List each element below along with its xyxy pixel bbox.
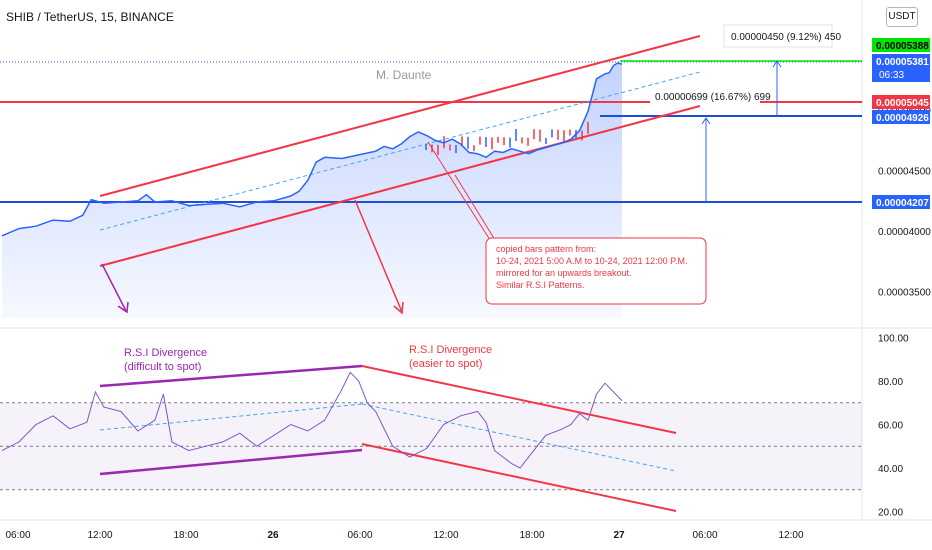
time-axis: 06:00 12:00 18:00 26 06:00 12:00 18:00 27 06:00 1… <box>5 530 803 541</box>
time-tick-label: 06:00 <box>5 530 30 541</box>
rsi-tick-label: 80.00 <box>878 377 903 388</box>
price-tick-label: 0.00004000 <box>878 227 931 238</box>
purple-arrow-down[interactable] <box>101 263 127 312</box>
price-badge-blue-2: 0.00004207 <box>872 195 930 209</box>
rsi-div-1-sublabel: (difficult to spot) <box>124 361 201 373</box>
measure-2-box <box>650 87 760 105</box>
price-badge-blue-2-text: 0.00004207 <box>876 198 929 209</box>
purple-arrow-head <box>117 301 129 314</box>
measure-1-box <box>723 24 833 48</box>
channel-mid-dashed-line[interactable] <box>99 71 701 231</box>
rsi-tick-label: 20.00 <box>878 507 903 518</box>
time-tick-label: 12:00 <box>433 530 458 541</box>
red-arrow-head <box>393 301 404 315</box>
note-box[interactable] <box>485 237 707 305</box>
time-tick-label: 06:00 <box>347 530 372 541</box>
note-line-1: copied bars pattern from: <box>496 244 596 254</box>
price-badge-countdown: 06:33 <box>879 70 904 81</box>
rsi-tick-label: 40.00 <box>878 464 903 475</box>
price-badge-last-text: 0.00005381 <box>876 57 929 68</box>
channel-lower-line[interactable] <box>99 105 701 267</box>
rsi-tick-label: 100.00 <box>878 334 909 345</box>
price-badge-last: 0.00005381 06:33 <box>872 54 930 82</box>
rsi-div-2-label: R.S.I Divergence <box>409 344 492 356</box>
price-line <box>1 62 623 237</box>
price-badge-red-text: 0.00005045 <box>876 98 929 109</box>
rsi-line <box>1 371 623 469</box>
chart-title: SHIB / TetherUS, 15, BINANCE <box>6 10 174 24</box>
price-area-fill <box>2 63 622 318</box>
rsi-div-1-upper[interactable] <box>99 364 363 388</box>
rsi-div-1-label: R.S.I Divergence <box>124 347 207 359</box>
measure-1-label: 0.00000450 (9.12%) 450 <box>731 32 842 43</box>
time-tick-label: 18:00 <box>173 530 198 541</box>
time-tick-label: 18:00 <box>519 530 544 541</box>
time-tick-label: 12:00 <box>778 530 803 541</box>
note-line-4: Similar R.S.I Patterns. <box>496 280 585 290</box>
rsi-div-2-mid[interactable] <box>361 403 677 472</box>
rsi-div-1-mid[interactable] <box>99 403 363 431</box>
price-badge-blue-1: 0.00004926 <box>872 110 930 124</box>
time-tick-label: 27 <box>613 530 625 541</box>
price-badge-green: 0.00005388 <box>872 38 930 52</box>
measure-arrow-2-head <box>701 117 711 125</box>
price-tick-label: 0.00004500 <box>878 167 931 178</box>
rsi-div-2-sublabel: (easier to spot) <box>409 358 482 370</box>
measure-2-label: 0.00000699 (16.67%) 699 <box>655 92 771 103</box>
note-pointer-1 <box>427 141 491 241</box>
channel-upper-line[interactable] <box>99 35 701 197</box>
rsi-div-2-upper[interactable] <box>361 365 677 434</box>
time-tick-label: 06:00 <box>692 530 717 541</box>
red-arrow-down[interactable] <box>354 199 403 313</box>
measure-arrow-1-head <box>772 60 782 68</box>
note-pointer-2 <box>454 174 496 241</box>
price-tick-label: 0.00003500 <box>878 287 931 298</box>
price-badge-red: 0.00005045 <box>872 95 930 109</box>
currency-button[interactable]: USDT <box>886 7 918 27</box>
time-tick-label: 12:00 <box>87 530 112 541</box>
price-badge-green-text: 0.00005388 <box>876 41 929 52</box>
note-line-3: mirrored for an upwards breakout. <box>496 268 632 278</box>
price-badge-blue-1-text: 0.00004926 <box>876 113 929 124</box>
rsi-band-fill <box>0 402 862 490</box>
rsi-axis: 100.00 80.00 60.00 40.00 20.00 <box>878 334 909 519</box>
note-line-2: 10-24, 2021 5:00 A.M to 10-24, 2021 12:0… <box>496 256 687 266</box>
rsi-tick-label: 60.00 <box>878 421 903 432</box>
time-tick-label: 26 <box>267 530 279 541</box>
watermark-text: M. Daunte <box>376 68 432 82</box>
rsi-div-1-lower[interactable] <box>99 448 363 476</box>
